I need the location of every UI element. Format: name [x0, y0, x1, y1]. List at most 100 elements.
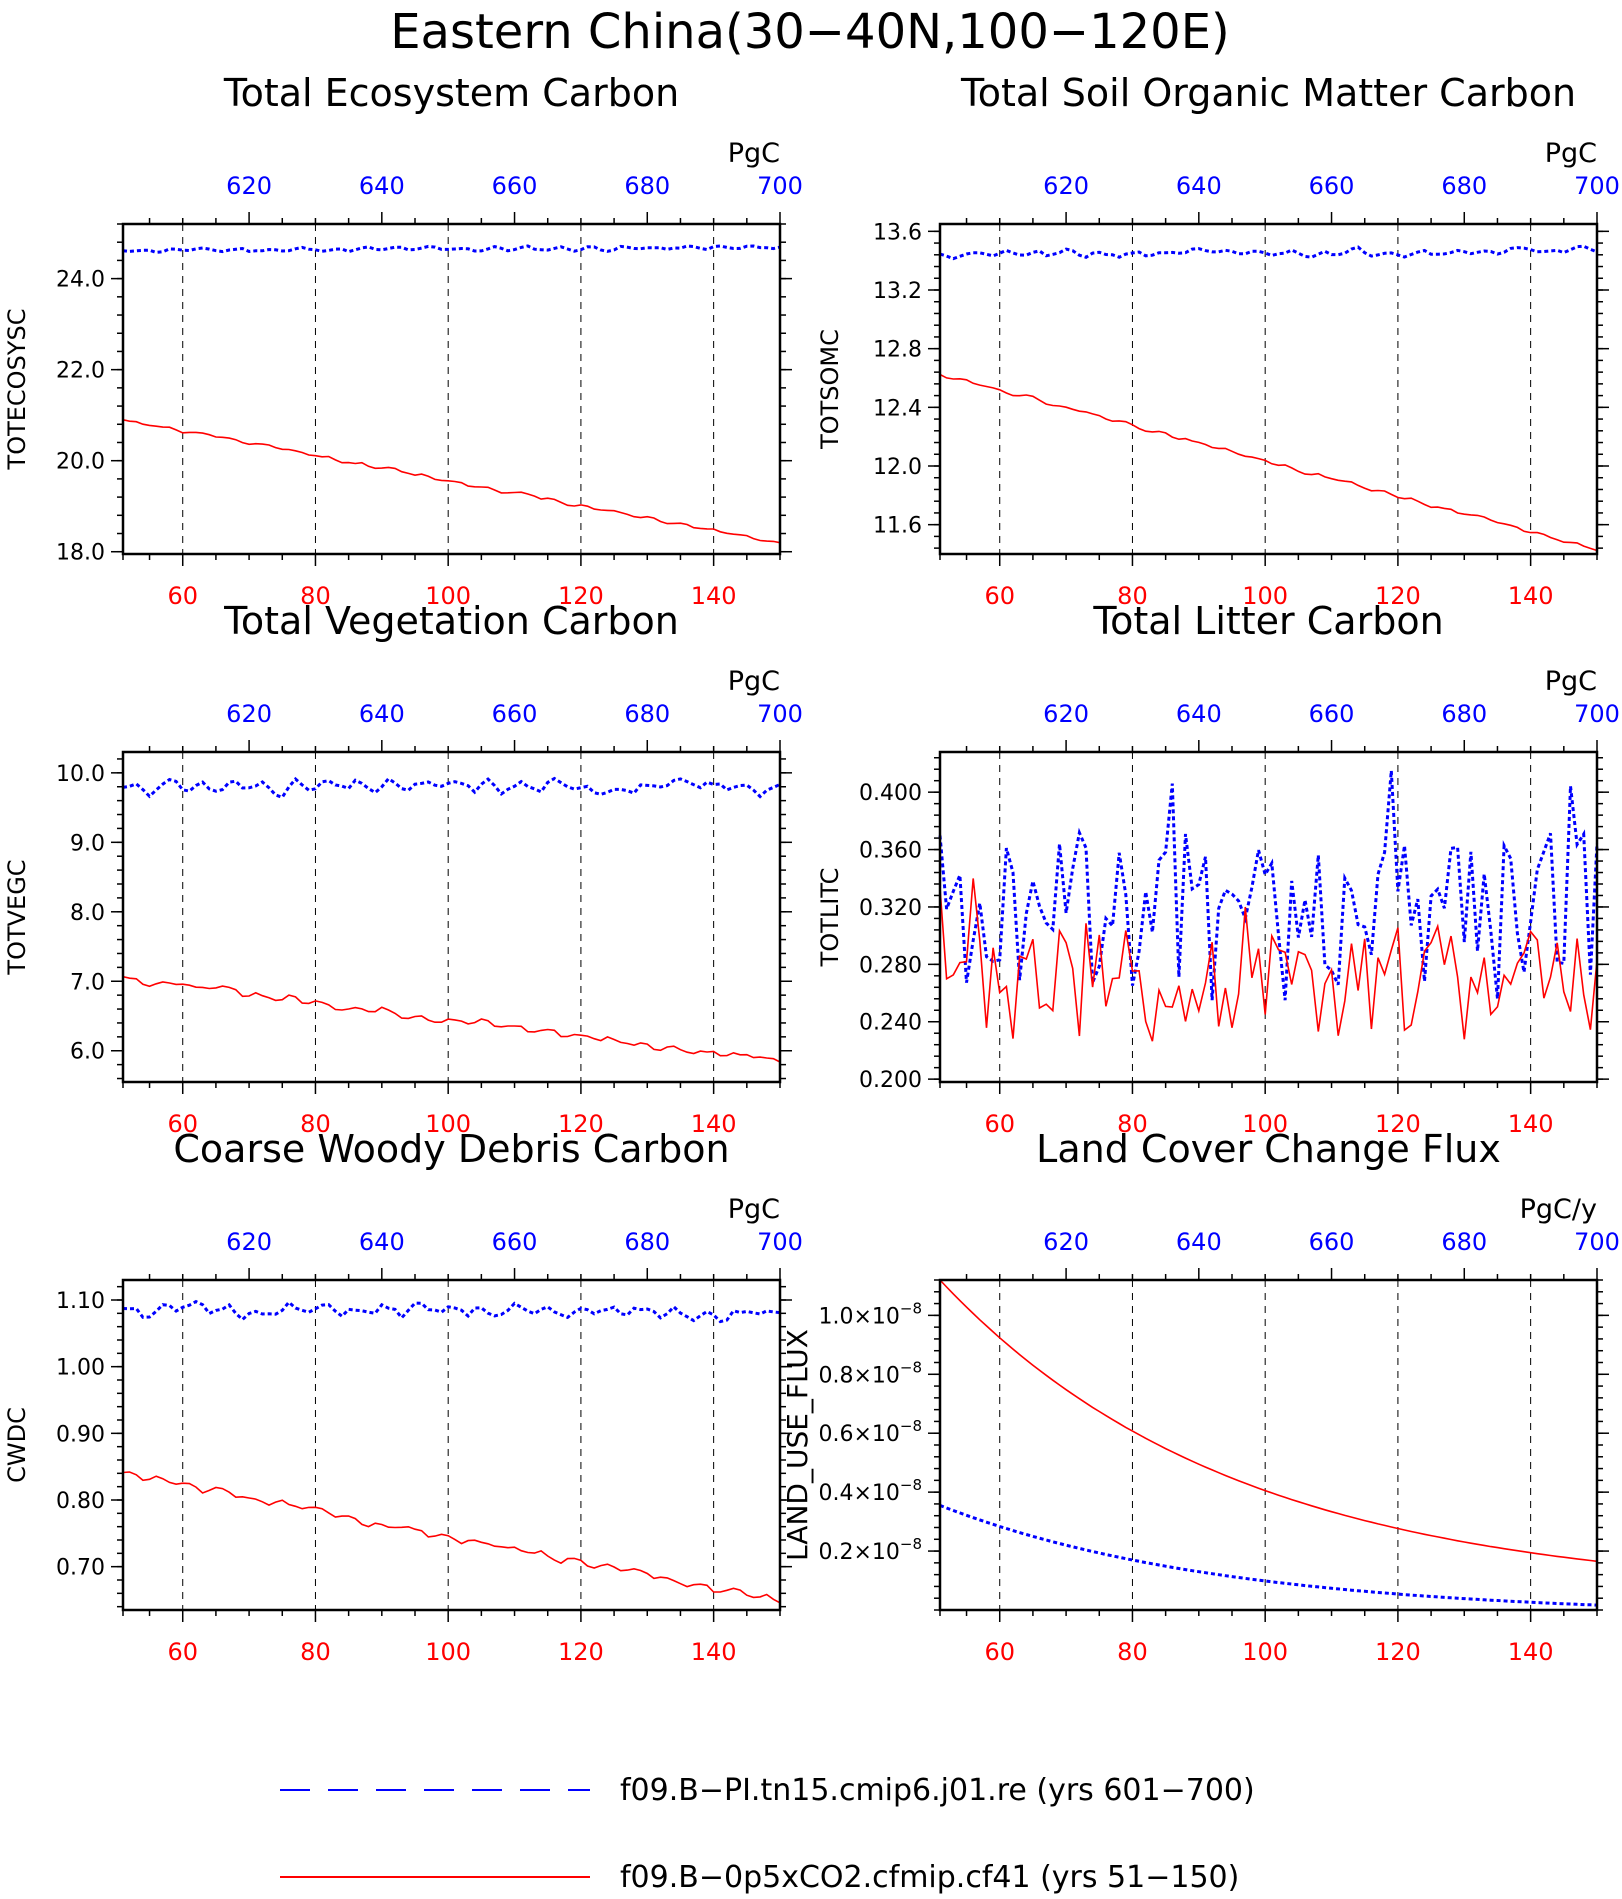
x-tick-label: 60	[984, 582, 1015, 610]
x-tick-label: 80	[1117, 1110, 1148, 1138]
x-tick-label: 60	[167, 1638, 198, 1666]
x2-tick-label: 680	[1441, 1228, 1487, 1256]
x2-tick-label: 640	[1176, 700, 1222, 728]
legend: f09.B−PI.tn15.cmip6.j01.re (yrs 601−700)…	[280, 1773, 1255, 1895]
units-label: PgC	[728, 1194, 780, 1225]
y-tick-label: 0.90	[56, 1422, 105, 1447]
y-tick-label: 18.0	[56, 541, 105, 566]
series-line-exp	[122, 975, 781, 1063]
x-tick-label: 140	[691, 1638, 737, 1666]
y-axis-label: TOTSOMC	[816, 329, 844, 450]
x2-tick-label: 640	[359, 172, 405, 200]
x2-tick-label: 700	[1574, 700, 1620, 728]
units-label: PgC	[728, 666, 780, 697]
plot-frame	[121, 750, 782, 1084]
x2-tick-label: 680	[624, 172, 670, 200]
x-tick-label: 140	[691, 1110, 737, 1138]
x2-tick-label: 700	[1574, 172, 1620, 200]
figure-title: Eastern China(30−40N,100−120E)	[390, 4, 1230, 60]
panel-6: Land Cover Change Flux PgC/y 60 80 100 120 140…	[781, 1127, 1620, 1666]
y-tick-label: 0.70	[56, 1556, 105, 1581]
y-tick-label: 13.6	[873, 220, 922, 245]
x2-tick-label: 680	[624, 700, 670, 728]
y-tick-label: 1.10	[56, 1289, 105, 1314]
x2-tick-label: 660	[492, 172, 538, 200]
y-tick-mantissa: 0.2×10	[818, 1540, 899, 1565]
x2-tick-label: 640	[1176, 1228, 1222, 1256]
y-axis-label: TOTECOSYSC	[3, 309, 31, 471]
x2-tick-label: 660	[1309, 172, 1355, 200]
y-tick-label: 0.80	[56, 1489, 105, 1514]
x2-tick-label: 620	[226, 1228, 272, 1256]
plot-frame	[938, 222, 1599, 556]
x-tick-label: 100	[1242, 1110, 1288, 1138]
y-tick-label: 0.280	[859, 953, 922, 978]
x2-tick-label: 620	[1043, 700, 1089, 728]
series-line-exp	[939, 878, 1598, 1042]
y-tick-mantissa: 0.6×10	[818, 1422, 899, 1447]
y-tick-mantissa: 0.8×10	[818, 1363, 899, 1388]
series-line-exp	[122, 1471, 781, 1604]
x-tick-label: 140	[1508, 1110, 1554, 1138]
x-tick-label: 60	[167, 582, 198, 610]
y-tick-label: 8.0	[70, 901, 105, 926]
x2-tick-label: 660	[1309, 1228, 1355, 1256]
legend-label-exp: f09.B−0p5xCO2.cfmip.cf41 (yrs 51−150)	[620, 1860, 1239, 1895]
x-tick-label: 80	[1117, 582, 1148, 610]
y-tick-label: 7.0	[70, 970, 105, 995]
x-tick-label: 100	[425, 1638, 471, 1666]
series-line-exp	[939, 1279, 1598, 1563]
y-tick-mantissa: 0.4×10	[818, 1481, 899, 1506]
y-tick-label: 22.0	[56, 359, 105, 384]
x-tick-label: 120	[558, 582, 604, 610]
x2-tick-label: 700	[757, 700, 803, 728]
panel-3: Total Vegetation Carbon PgC 60 80 100 120 140 6…	[3, 599, 803, 1138]
x2-tick-label: 680	[1441, 700, 1487, 728]
y-tick-label: 1.00	[56, 1356, 105, 1381]
units-label: PgC	[1545, 138, 1597, 169]
units-label: PgC	[1545, 666, 1597, 697]
plot-frame	[121, 1278, 782, 1612]
y-tick-label: 12.8	[873, 338, 922, 363]
legend-label-pi: f09.B−PI.tn15.cmip6.j01.re (yrs 601−700)	[620, 1773, 1255, 1808]
y-tick-label: 0.6×10−8	[818, 1417, 922, 1447]
x-tick-label: 80	[1117, 1638, 1148, 1666]
panel-2: Total Soil Organic Matter Carbon PgC 60 80 1…	[816, 71, 1620, 610]
x-tick-label: 140	[691, 582, 737, 610]
y-axis-label: LAND_USE_FLUX	[781, 1329, 814, 1561]
y-tick-label: 13.2	[873, 279, 922, 304]
x-tick-label: 120	[558, 1110, 604, 1138]
panel-5: Coarse Woody Debris Carbon PgC 60 80 100 120 1…	[3, 1127, 803, 1666]
panel-title: Total Vegetation Carbon	[223, 599, 679, 643]
y-tick-label: 1.0×10−8	[818, 1299, 922, 1329]
x-tick-label: 80	[300, 1638, 331, 1666]
x2-tick-label: 700	[757, 1228, 803, 1256]
x2-tick-label: 640	[359, 700, 405, 728]
x2-tick-label: 680	[1441, 172, 1487, 200]
x2-tick-label: 660	[492, 1228, 538, 1256]
x2-tick-label: 620	[226, 700, 272, 728]
series-line-exp	[122, 419, 781, 544]
x-tick-label: 120	[1375, 1638, 1421, 1666]
y-tick-exponent: −8	[900, 1299, 922, 1317]
y-axis-label: TOTLITC	[816, 868, 844, 968]
y-tick-label: 0.400	[859, 781, 922, 806]
plot-frame	[938, 1278, 1599, 1612]
x-tick-label: 60	[167, 1110, 198, 1138]
units-label: PgC	[728, 138, 780, 169]
panel-1: Total Ecosystem Carbon PgC 60 80 100 120 140 62…	[3, 71, 803, 610]
y-tick-label: 20.0	[56, 450, 105, 475]
series-line-exp	[939, 373, 1598, 552]
series-line-pi	[939, 1504, 1598, 1607]
x-tick-label: 80	[300, 582, 331, 610]
y-tick-label: 6.0	[70, 1040, 105, 1065]
y-tick-exponent: −8	[900, 1358, 922, 1376]
y-tick-label: 12.0	[873, 455, 922, 480]
y-tick-label: 10.0	[56, 762, 105, 787]
x-tick-label: 100	[425, 1110, 471, 1138]
x2-tick-label: 680	[624, 1228, 670, 1256]
units-label: PgC/y	[1520, 1194, 1597, 1225]
x-tick-label: 140	[1508, 1638, 1554, 1666]
y-tick-label: 12.4	[873, 396, 922, 421]
